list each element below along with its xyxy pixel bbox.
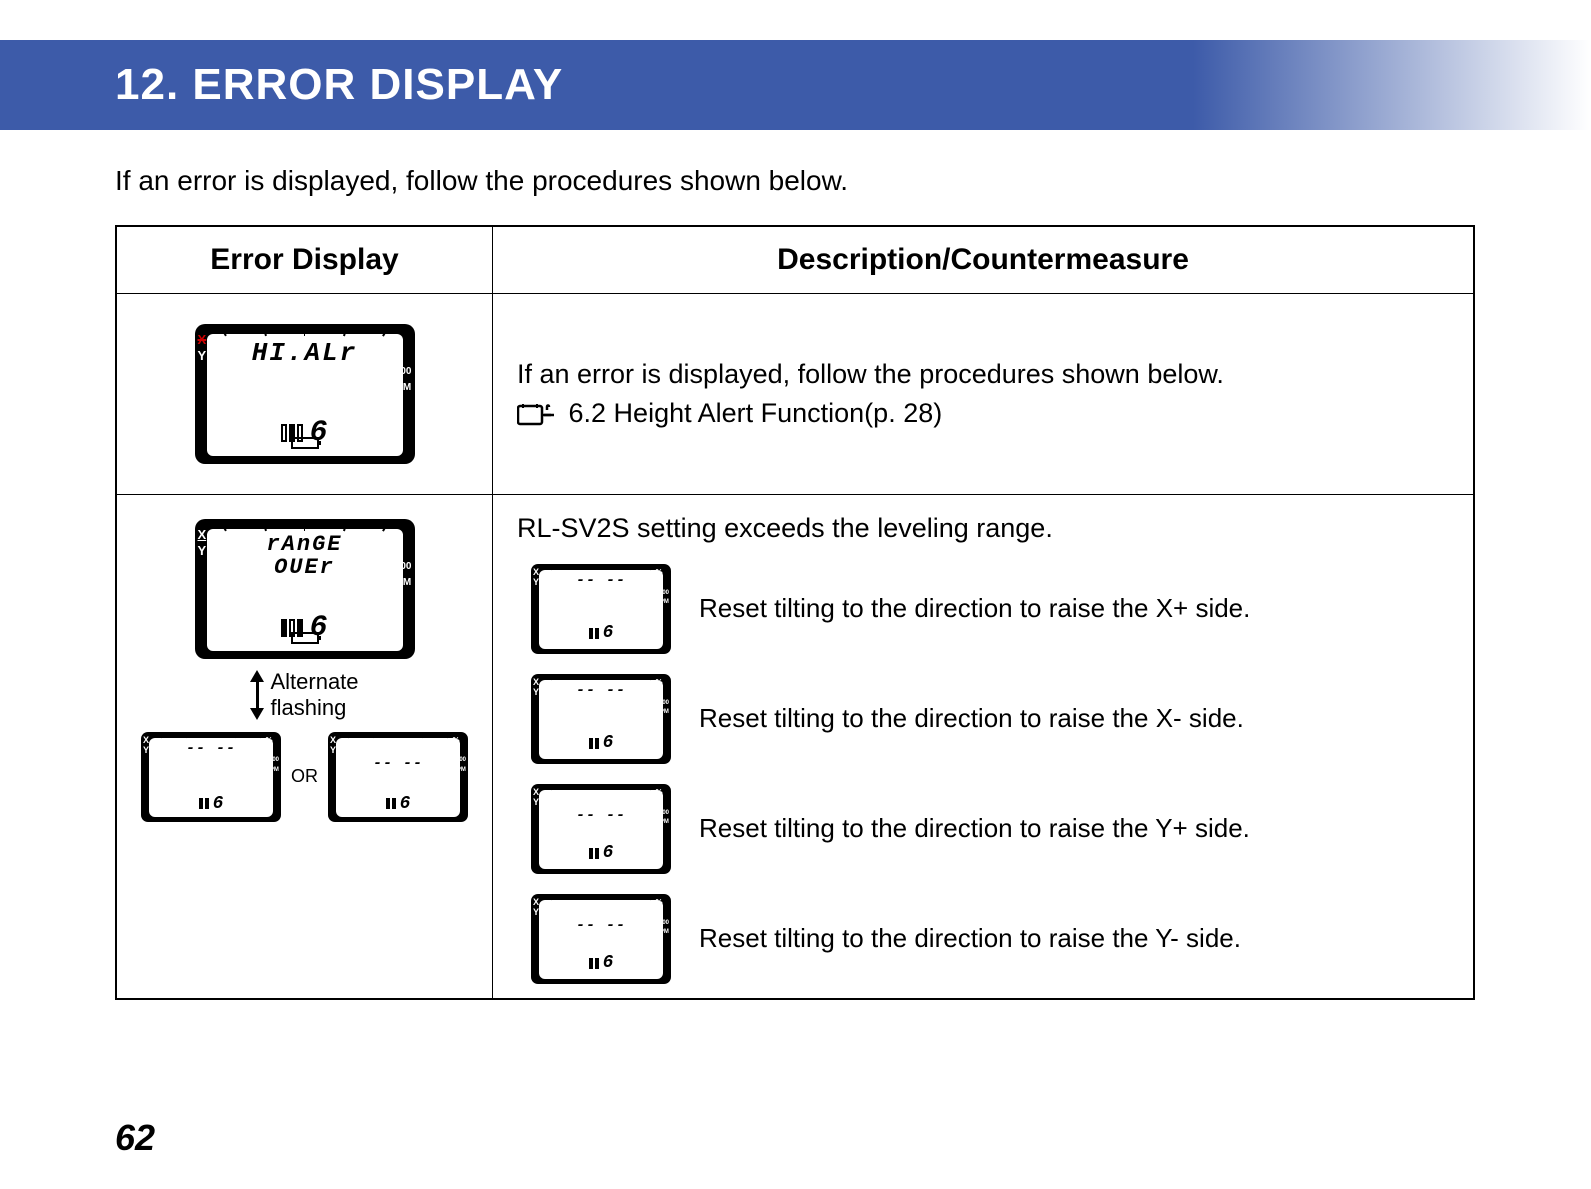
lcd-tilt-icon bbox=[589, 958, 599, 969]
lcd-bottom-row: 6 bbox=[589, 950, 614, 976]
lcd-main-text: -- -- bbox=[186, 741, 236, 756]
lcd-main-text: -- -- bbox=[576, 573, 626, 588]
lcd-main-text: HI.ALr bbox=[252, 340, 358, 366]
intro-text: If an error is displayed, follow the pro… bbox=[115, 165, 848, 197]
lcd-speed-digit: 6 bbox=[400, 794, 411, 814]
lcd-screen: -- -- 6 bbox=[336, 738, 460, 817]
lcd-bottom-row: 6 bbox=[199, 794, 224, 814]
direction-list: X Y + % % ×100 RPM bbox=[531, 564, 1449, 984]
chapter-header: 12. ERROR DISPLAY bbox=[0, 40, 1591, 130]
lcd-tilt-icon bbox=[199, 798, 209, 809]
lcd-xy-labels: X Y bbox=[198, 332, 207, 363]
lcd-bottom-row: 6 bbox=[589, 620, 614, 646]
lcd-y-label: Y bbox=[198, 348, 207, 363]
double-arrow-icon bbox=[250, 670, 264, 720]
direction-text: Reset tilting to the direction to raise … bbox=[699, 700, 1244, 738]
row1-desc-line1: If an error is displayed, follow the pro… bbox=[517, 355, 1449, 394]
th-error-display: Error Display bbox=[116, 226, 493, 294]
cross-reference-icon bbox=[517, 402, 555, 428]
direction-item-yminus: X Y % % ×100 RPM -- -- bbox=[531, 894, 1449, 984]
alternate-text-l2: flashing bbox=[270, 695, 346, 720]
lcd-main-text: -- -- bbox=[576, 683, 626, 698]
lcd-y-label: Y bbox=[198, 543, 207, 558]
table-header-row: Error Display Description/Countermeasure bbox=[116, 226, 1474, 294]
lcd-screen: -- -- 6 bbox=[539, 790, 663, 869]
row2-left-layout: X Y % % ×100 RPM rAnGE bbox=[141, 509, 468, 832]
lcd-dir-xplus: X Y + % % ×100 RPM bbox=[531, 564, 671, 654]
lcd-dir-xminus: X Y % % ×100 RPM -- -- bbox=[531, 674, 671, 764]
lcd-speed-digit: 6 bbox=[603, 620, 614, 646]
or-label: OR bbox=[291, 766, 318, 787]
row1-ref-text: 6.2 Height Alert Function(p. 28) bbox=[569, 398, 943, 428]
lcd-screen: -- -- 6 bbox=[539, 680, 663, 759]
lcd-screen: -- -- 6 bbox=[149, 738, 273, 817]
lcd-tick-marks bbox=[207, 334, 403, 336]
lcd-line2: OUEr bbox=[274, 555, 335, 580]
lcd-speed-digit: 6 bbox=[213, 794, 224, 814]
lcd-screen: rAnGE OUEr 6 bbox=[207, 529, 403, 651]
row1-ref-line: 6.2 Height Alert Function(p. 28) bbox=[517, 394, 1449, 433]
page-number: 62 bbox=[115, 1117, 155, 1159]
cell-description-1: If an error is displayed, follow the pro… bbox=[493, 294, 1475, 495]
lcd-bottom-row: 6 bbox=[386, 794, 411, 814]
table-row: X Y % % ×100 RPM rAnGE bbox=[116, 495, 1474, 1000]
lcd-small-2: X Y + % % ×100 RPM bbox=[328, 732, 468, 822]
lcd-speed-digit: 6 bbox=[603, 840, 614, 866]
lcd-screen: -- -- 6 bbox=[539, 900, 663, 979]
lcd-screen: HI.ALr 6 bbox=[207, 334, 403, 456]
direction-text: Reset tilting to the direction to raise … bbox=[699, 810, 1250, 848]
lcd-hi-alr: X Y % % ×100 RPM HI.ALr bbox=[195, 324, 415, 464]
lcd-battery-wrap bbox=[291, 436, 319, 454]
lcd-main-text: -- -- bbox=[576, 918, 626, 933]
lcd-tilt-icon bbox=[589, 738, 599, 749]
direction-text: Reset tilting to the direction to raise … bbox=[699, 590, 1250, 628]
lcd-small-1: X Y + % % ×100 RPM bbox=[141, 732, 281, 822]
lcd-x-label: X bbox=[198, 332, 207, 347]
cell-error-display-1: X Y % % ×100 RPM HI.ALr bbox=[116, 294, 493, 495]
cell-error-display-2: X Y % % ×100 RPM rAnGE bbox=[116, 495, 493, 1000]
alternate-label: Alternate flashing bbox=[270, 669, 358, 722]
lcd-dir-yminus: X Y % % ×100 RPM -- -- bbox=[531, 894, 671, 984]
lcd-main-text: -- -- bbox=[373, 756, 423, 771]
row2-desc-title: RL-SV2S setting exceeds the leveling ran… bbox=[517, 509, 1449, 548]
direction-item-yplus: X Y + % % ×100 RPM bbox=[531, 784, 1449, 874]
lcd-dir-yplus: X Y + % % ×100 RPM bbox=[531, 784, 671, 874]
lcd-screen: -- -- 6 bbox=[539, 570, 663, 649]
lcd-battery-icon bbox=[291, 437, 319, 449]
lcd-main-text: -- -- bbox=[576, 808, 626, 823]
direction-item-xplus: X Y + % % ×100 RPM bbox=[531, 564, 1449, 654]
lcd-bottom-row: 6 bbox=[589, 840, 614, 866]
lcd-tilt-icon bbox=[386, 798, 396, 809]
lcd-battery-icon bbox=[291, 632, 319, 644]
lcd-xy-labels: X Y bbox=[198, 527, 207, 558]
error-table: Error Display Description/Countermeasure… bbox=[115, 225, 1475, 1000]
or-row: X Y + % % ×100 RPM bbox=[141, 732, 468, 822]
direction-item-xminus: X Y % % ×100 RPM -- -- bbox=[531, 674, 1449, 764]
lcd-main-text: rAnGE OUEr bbox=[266, 533, 342, 579]
th-description: Description/Countermeasure bbox=[493, 226, 1475, 294]
chapter-title: 12. ERROR DISPLAY bbox=[115, 60, 563, 110]
lcd-line1: rAnGE bbox=[266, 532, 342, 557]
lcd-bottom-row: 6 bbox=[589, 730, 614, 756]
lcd-x-label: X bbox=[198, 527, 207, 542]
lcd-range-over: X Y % % ×100 RPM rAnGE bbox=[195, 519, 415, 659]
lcd-tick-marks bbox=[207, 529, 403, 531]
alternate-flashing-group: Alternate flashing bbox=[250, 669, 358, 722]
lcd-tilt-icon bbox=[589, 628, 599, 639]
cell-description-2: RL-SV2S setting exceeds the leveling ran… bbox=[493, 495, 1475, 1000]
direction-text: Reset tilting to the direction to raise … bbox=[699, 920, 1241, 958]
lcd-tilt-icon bbox=[589, 848, 599, 859]
lcd-battery-wrap bbox=[291, 631, 319, 649]
lcd-speed-digit: 6 bbox=[603, 730, 614, 756]
lcd-speed-digit: 6 bbox=[603, 950, 614, 976]
alternate-text-l1: Alternate bbox=[270, 669, 358, 694]
table-row: X Y % % ×100 RPM HI.ALr bbox=[116, 294, 1474, 495]
